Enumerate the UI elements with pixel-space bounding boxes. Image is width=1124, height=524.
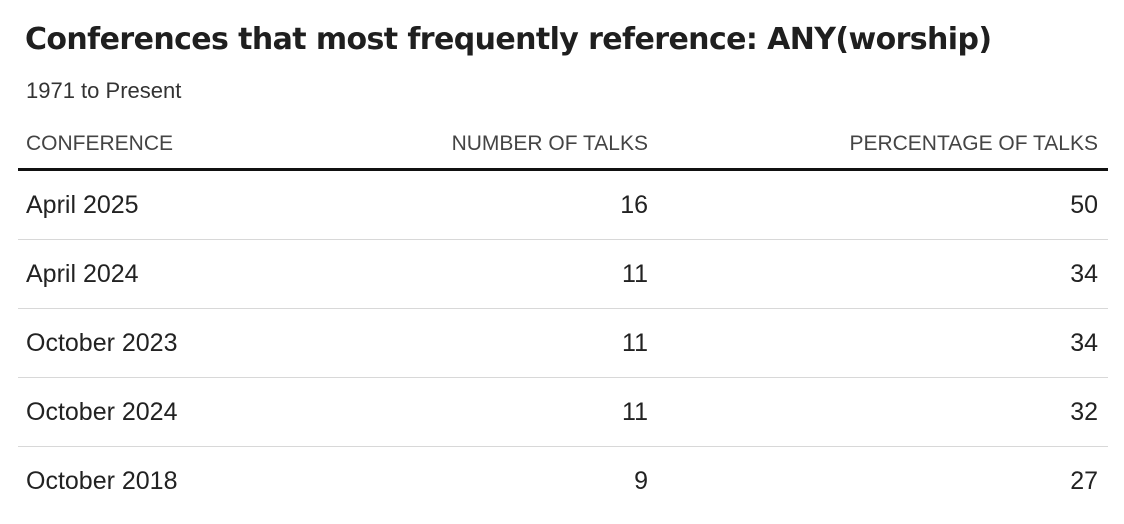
header-row: CONFERENCE NUMBER OF TALKS PERCENTAGE OF… — [18, 120, 1108, 171]
table-row: April 2025 16 50 — [18, 169, 1108, 240]
talks-cell: 16 — [358, 169, 658, 240]
talks-cell: 11 — [358, 308, 658, 378]
percentage-cell: 27 — [1070, 466, 1098, 495]
table-row: October 2018 9 27 — [18, 447, 1108, 516]
conference-cell: October 2023 — [18, 308, 358, 378]
column-header-number-of-talks[interactable]: NUMBER OF TALKS — [358, 120, 658, 171]
percentage-cell: 32 — [658, 377, 1108, 447]
percentage-cell: 50 — [658, 169, 1108, 240]
chart-subtitle: 1971 to Present — [26, 78, 182, 103]
talks-cell: 11 — [358, 377, 658, 447]
table-row: October 2024 11 32 — [18, 377, 1108, 447]
column-header-percentage-of-talks[interactable]: PERCENTAGE OF TALKS — [658, 120, 1108, 171]
table-row: April 2024 11 34 — [18, 239, 1108, 309]
conference-cell: October 2024 — [18, 377, 358, 447]
column-header-conference[interactable]: CONFERENCE — [18, 120, 358, 171]
chart-title: Conferences that most frequently referen… — [25, 22, 992, 57]
talks-cell: 9 — [634, 466, 648, 495]
percentage-cell: 34 — [658, 239, 1108, 309]
data-table: CONFERENCE NUMBER OF TALKS PERCENTAGE OF… — [18, 120, 1108, 515]
percentage-cell: 34 — [658, 308, 1108, 378]
conference-cell: April 2025 — [18, 169, 358, 240]
conference-cell: October 2018 — [26, 466, 178, 495]
table-row: October 2023 11 34 — [18, 308, 1108, 378]
conference-cell: April 2024 — [18, 239, 358, 309]
talks-cell: 11 — [358, 239, 658, 309]
